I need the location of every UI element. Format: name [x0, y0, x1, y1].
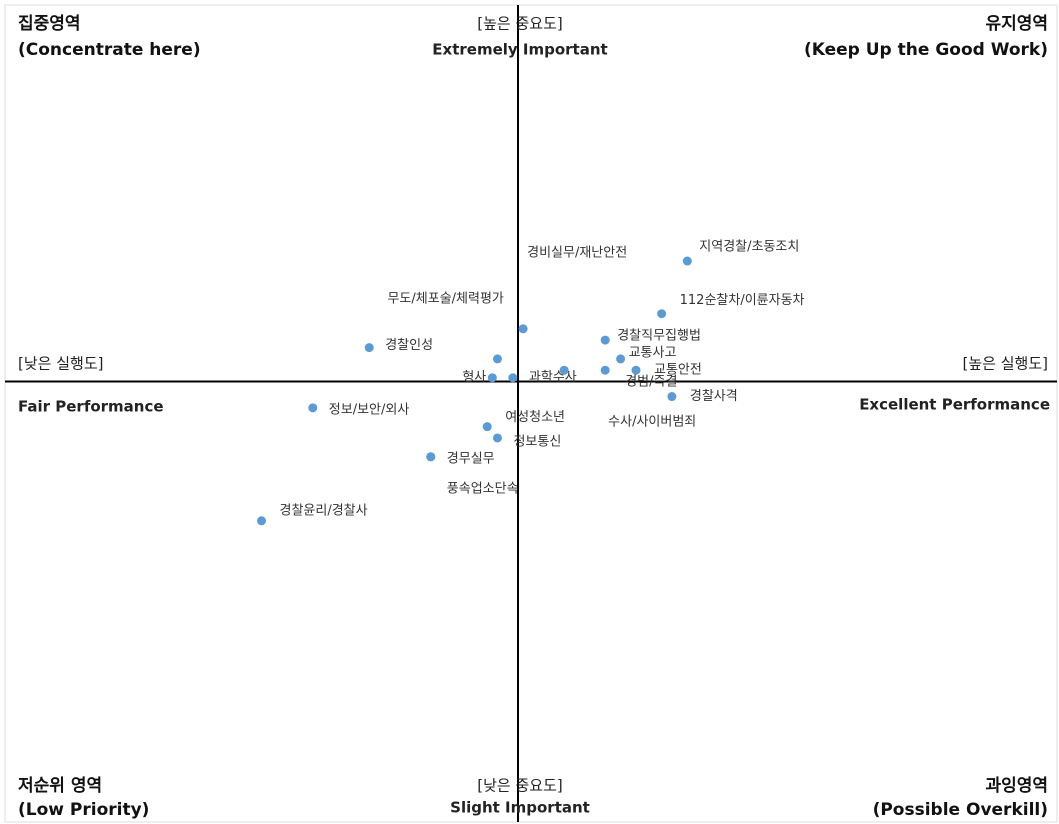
- point: [600, 335, 610, 345]
- point-label: 경범/즉결: [625, 375, 677, 390]
- axis-label: Extremely Important: [432, 41, 607, 59]
- point-label: 교통안전: [654, 363, 702, 378]
- point: [518, 324, 528, 334]
- point: [257, 516, 266, 526]
- quadrant-label: (Concentrate here): [18, 40, 201, 60]
- point: [657, 309, 667, 319]
- axis-label: [낮은 실행도]: [18, 355, 103, 373]
- point-label: 지역경찰/초동조치: [699, 240, 799, 255]
- point: [616, 354, 626, 364]
- quadrant-label: (Low Priority): [18, 800, 149, 820]
- axis-label: [낮은 중요도]: [477, 777, 562, 795]
- point: [600, 365, 610, 375]
- axis-label: [높은 실행도]: [963, 355, 1048, 373]
- point-label: 정보통신: [513, 434, 561, 449]
- quadrant-label: 유지영역: [985, 14, 1048, 34]
- point-label: 경찰인성: [385, 338, 433, 353]
- axis-label: Slight Important: [450, 799, 590, 817]
- axis-label: Fair Performance: [18, 398, 164, 416]
- point-label: 경찰직무집행법: [617, 328, 701, 344]
- point: [492, 354, 502, 364]
- axis-label: [높은 중요도]: [477, 15, 562, 33]
- point: [308, 403, 318, 413]
- point-label: 경비실무/재난안전: [527, 245, 627, 260]
- quadrant-label: (Keep Up the Good Work): [804, 40, 1048, 60]
- point-label: 과학수사: [529, 370, 577, 385]
- point: [492, 433, 502, 443]
- plot-frame: [4, 4, 1058, 823]
- point-label: 형사: [462, 370, 486, 385]
- point: [559, 365, 569, 375]
- point-label: 풍속업소단속: [447, 481, 519, 496]
- axis-label: Excellent Performance: [859, 396, 1050, 414]
- point-label: 경찰사격: [690, 389, 738, 404]
- point-label: 수사/사이버범죄: [608, 415, 696, 430]
- point-label: 정보/보안/외사: [329, 402, 410, 417]
- point-label: 112순찰차/이륜자동차: [680, 293, 805, 308]
- point-label: 교통사고: [629, 345, 677, 360]
- quadrant-label: 과잉영역: [985, 776, 1048, 796]
- quadrant-label: 집중영역: [18, 14, 81, 34]
- point: [426, 452, 436, 462]
- point-label: 무도/체포술/체력평가: [387, 291, 503, 306]
- point: [667, 392, 677, 402]
- point-label: 경찰윤리/경찰사: [280, 503, 368, 518]
- point-label: 여성청소년: [505, 410, 565, 425]
- point: [482, 422, 492, 432]
- point: [487, 373, 497, 383]
- quadrant-label: (Possible Overkill): [873, 800, 1048, 820]
- point: [364, 343, 374, 353]
- point: [682, 256, 692, 266]
- quadrant-label: 저순위 영역: [18, 776, 102, 796]
- point: [508, 373, 518, 383]
- point: [631, 365, 641, 375]
- point-label: 경무실무: [447, 451, 495, 466]
